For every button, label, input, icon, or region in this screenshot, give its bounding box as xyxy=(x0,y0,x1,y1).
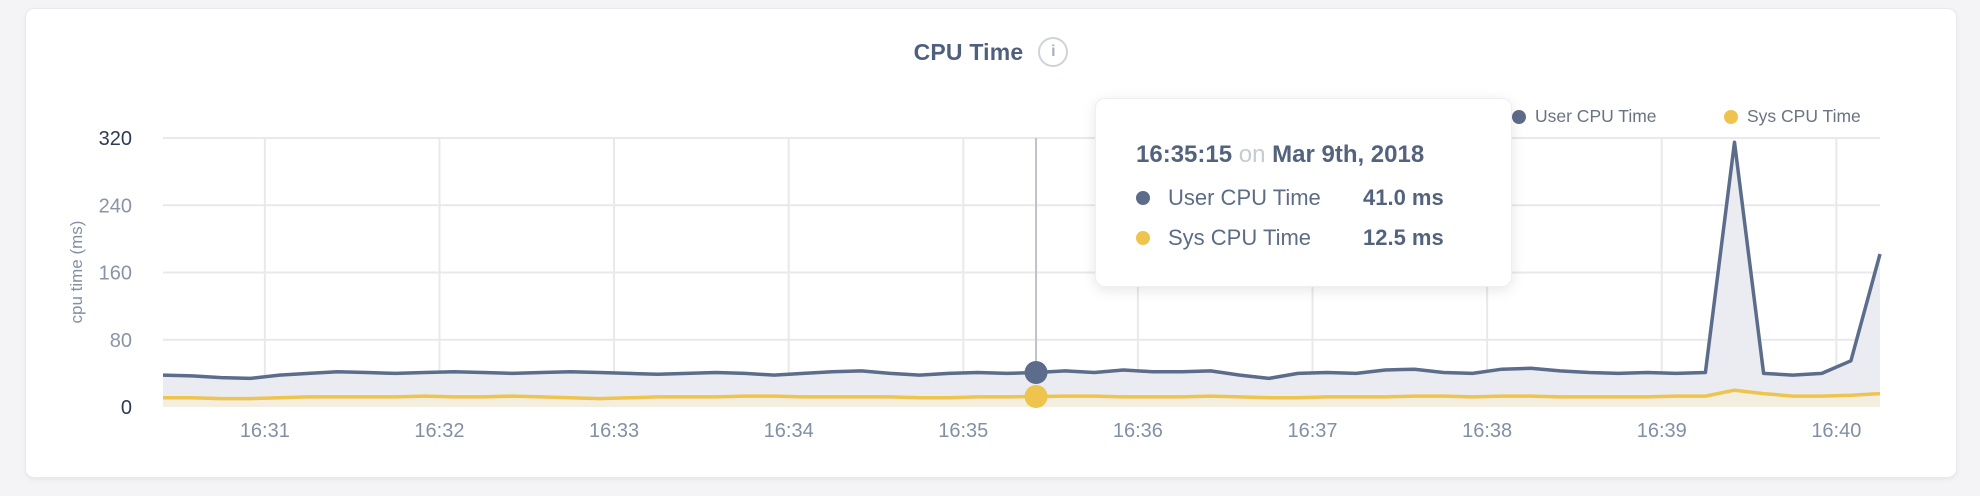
page-title: CPU Time xyxy=(913,38,1024,65)
svg-text:16:39: 16:39 xyxy=(1637,420,1687,442)
svg-text:16:32: 16:32 xyxy=(414,420,464,442)
legend-label-user: User CPU Time xyxy=(1535,106,1657,126)
tooltip-time: 16:35:15 xyxy=(1136,141,1233,168)
tooltip-dot-user xyxy=(1136,191,1150,205)
tooltip-value-user: 41.0 ms xyxy=(1363,185,1444,210)
chart-header: CPU Time i xyxy=(26,37,1956,67)
tooltip-dot-sys xyxy=(1136,231,1150,245)
svg-text:16:40: 16:40 xyxy=(1811,420,1861,442)
sys-area xyxy=(163,390,1880,407)
tooltip-label-sys: Sys CPU Time xyxy=(1168,225,1312,250)
y-gridlines xyxy=(163,137,1880,341)
tooltip-label-user: User CPU Time xyxy=(1168,185,1321,210)
svg-text:16:31: 16:31 xyxy=(240,420,290,442)
user-line[interactable] xyxy=(162,140,1882,381)
info-icon[interactable]: i xyxy=(1038,37,1069,67)
svg-text:16:36: 16:36 xyxy=(1113,420,1163,442)
svg-text:16:38: 16:38 xyxy=(1462,420,1512,442)
svg-text:16:33: 16:33 xyxy=(589,420,639,442)
hover-marker-sys[interactable] xyxy=(1024,384,1048,408)
svg-text:80: 80 xyxy=(110,330,132,352)
tooltip-date: Mar 9th, 2018 xyxy=(1272,141,1425,168)
chart-tooltip: 16:35:15 on Mar 9th, 2018 User CPU Time … xyxy=(1095,98,1512,287)
tooltip-row-user: User CPU Time 41.0 ms xyxy=(1136,187,1511,209)
tooltip-title: 16:35:15 on Mar 9th, 2018 xyxy=(1136,143,1511,167)
legend-dot-sys xyxy=(1724,109,1738,124)
legend-item-sys-cpu-time[interactable]: Sys CPU Time xyxy=(1724,106,1861,127)
tooltip-connector: on xyxy=(1238,141,1266,168)
x-tick-labels: 16:31 16:32 16:33 16:34 16:35 16:36 16:37 16:38… xyxy=(240,420,1862,442)
legend-item-user-cpu-time[interactable]: User CPU Time xyxy=(1512,106,1657,127)
tooltip-value-sys: 12.5 ms xyxy=(1363,225,1444,250)
svg-text:160: 160 xyxy=(99,263,132,285)
svg-text:0: 0 xyxy=(121,397,132,419)
legend-dot-user xyxy=(1512,109,1526,124)
sys-line[interactable] xyxy=(163,388,1881,401)
y-axis-title: cpu time (ms) xyxy=(67,221,86,324)
legend-label-sys: Sys CPU Time xyxy=(1747,106,1861,126)
svg-text:240: 240 xyxy=(99,195,132,217)
user-area xyxy=(163,142,1880,407)
svg-text:16:34: 16:34 xyxy=(764,420,814,442)
svg-text:16:35: 16:35 xyxy=(938,420,988,442)
tooltip-row-sys: Sys CPU Time 12.5 ms xyxy=(1136,227,1511,249)
svg-text:16:37: 16:37 xyxy=(1287,420,1337,442)
hover-marker-user[interactable] xyxy=(1024,361,1048,385)
y-tick-labels: 0 80 160 240 320 xyxy=(99,128,132,419)
svg-text:320: 320 xyxy=(99,128,132,150)
